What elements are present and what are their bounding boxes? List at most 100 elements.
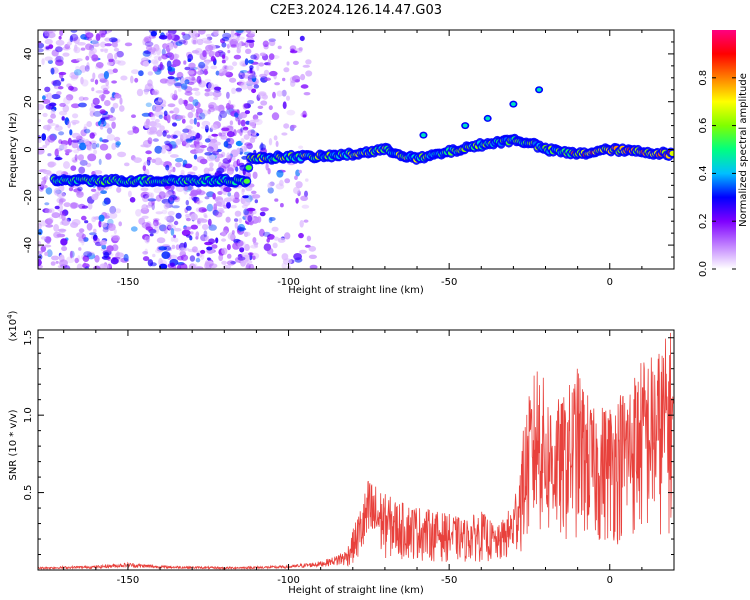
noise-blob xyxy=(59,198,66,203)
noise-blob xyxy=(161,53,169,60)
noise-blob xyxy=(215,70,220,76)
noise-blob xyxy=(101,244,107,250)
noise-blob xyxy=(150,59,159,64)
noise-blob xyxy=(257,111,263,116)
noise-blob xyxy=(57,228,67,232)
noise-blob xyxy=(189,144,197,148)
noise-blob xyxy=(69,129,73,136)
noise-blob xyxy=(226,253,232,259)
noise-blob xyxy=(78,228,85,233)
noise-blob xyxy=(178,98,184,105)
noise-blob xyxy=(50,113,56,119)
noise-blob xyxy=(85,162,92,168)
noise-blob xyxy=(165,164,170,171)
noise-blob xyxy=(156,237,166,244)
noise-blob xyxy=(90,188,97,192)
noise-blob xyxy=(184,213,192,218)
noise-blob xyxy=(141,222,151,229)
noise-blob xyxy=(223,264,232,269)
noise-blob xyxy=(244,142,253,146)
noise-blob xyxy=(147,79,153,87)
noise-blob xyxy=(189,73,194,81)
noise-blob xyxy=(79,142,87,151)
noise-blob xyxy=(77,154,84,161)
noise-blob xyxy=(222,32,232,39)
noise-blob xyxy=(58,110,68,116)
noise-blob xyxy=(238,168,242,177)
noise-blob xyxy=(247,215,253,222)
noise-blob xyxy=(215,237,219,244)
ridge-core xyxy=(669,150,674,156)
noise-blob xyxy=(47,161,55,168)
noise-blob xyxy=(94,254,100,263)
noise-blob xyxy=(111,121,116,129)
noise-blob xyxy=(92,72,96,80)
noise-blob xyxy=(78,96,85,101)
noise-blob xyxy=(205,44,214,52)
noise-blob xyxy=(191,37,199,45)
noise-blob xyxy=(84,65,90,72)
noise-blob xyxy=(235,37,240,42)
noise-blob xyxy=(174,53,180,59)
noise-blob xyxy=(118,221,122,227)
noise-blob xyxy=(47,134,56,143)
noise-blob xyxy=(91,142,98,150)
noise-blob xyxy=(170,168,176,173)
noise-blob xyxy=(154,145,163,154)
noise-blob xyxy=(240,137,245,144)
noise-blob xyxy=(55,39,65,46)
noise-blob xyxy=(47,118,54,124)
noise-blob xyxy=(267,187,274,194)
noise-blob xyxy=(163,43,168,50)
noise-blob xyxy=(244,110,250,115)
noise-blob xyxy=(99,143,109,151)
noise-blob xyxy=(181,32,186,36)
noise-blob xyxy=(268,39,276,47)
noise-blob xyxy=(80,47,86,51)
noise-blob xyxy=(143,161,150,166)
noise-blob xyxy=(213,96,219,101)
noise-blob xyxy=(221,238,227,242)
noise-blob xyxy=(241,188,246,193)
noise-blob xyxy=(50,109,56,116)
noise-blob xyxy=(96,143,100,148)
noise-blob xyxy=(169,110,175,114)
noise-blob xyxy=(226,43,230,49)
noise-blob xyxy=(233,191,240,200)
noise-blob xyxy=(182,33,191,40)
noise-blob xyxy=(191,76,196,81)
noise-blob xyxy=(238,41,242,49)
noise-blob xyxy=(55,55,64,63)
noise-blob xyxy=(236,129,243,134)
noise-blob xyxy=(123,253,129,262)
noise-blob xyxy=(213,143,219,152)
noise-blob xyxy=(102,116,110,120)
noise-blob xyxy=(142,165,146,171)
noise-blob xyxy=(71,139,80,143)
noise-blob xyxy=(175,212,182,219)
noise-blob xyxy=(242,126,249,131)
noise-blob xyxy=(201,208,208,212)
snr-multiplier: (x104) xyxy=(6,310,19,341)
noise-blob xyxy=(298,169,302,174)
noise-blob xyxy=(44,38,53,45)
noise-blob xyxy=(110,106,115,114)
noise-blob xyxy=(119,105,125,112)
noise-blob xyxy=(38,48,44,53)
noise-blob xyxy=(63,202,71,208)
noise-blob xyxy=(38,103,45,111)
noise-blob xyxy=(185,103,194,111)
noise-blob xyxy=(295,197,299,204)
noise-blob xyxy=(223,191,227,196)
x-tick-label: -100 xyxy=(277,277,300,288)
noise-blob xyxy=(167,103,176,108)
noise-blob xyxy=(53,224,59,232)
noise-blob xyxy=(46,124,51,132)
noise-blob xyxy=(79,159,88,166)
noise-blob xyxy=(107,116,116,122)
feature-core xyxy=(462,123,468,128)
noise-blob xyxy=(38,223,42,230)
noise-blob xyxy=(73,36,80,44)
noise-blob xyxy=(173,220,179,226)
noise-blob xyxy=(91,87,95,92)
